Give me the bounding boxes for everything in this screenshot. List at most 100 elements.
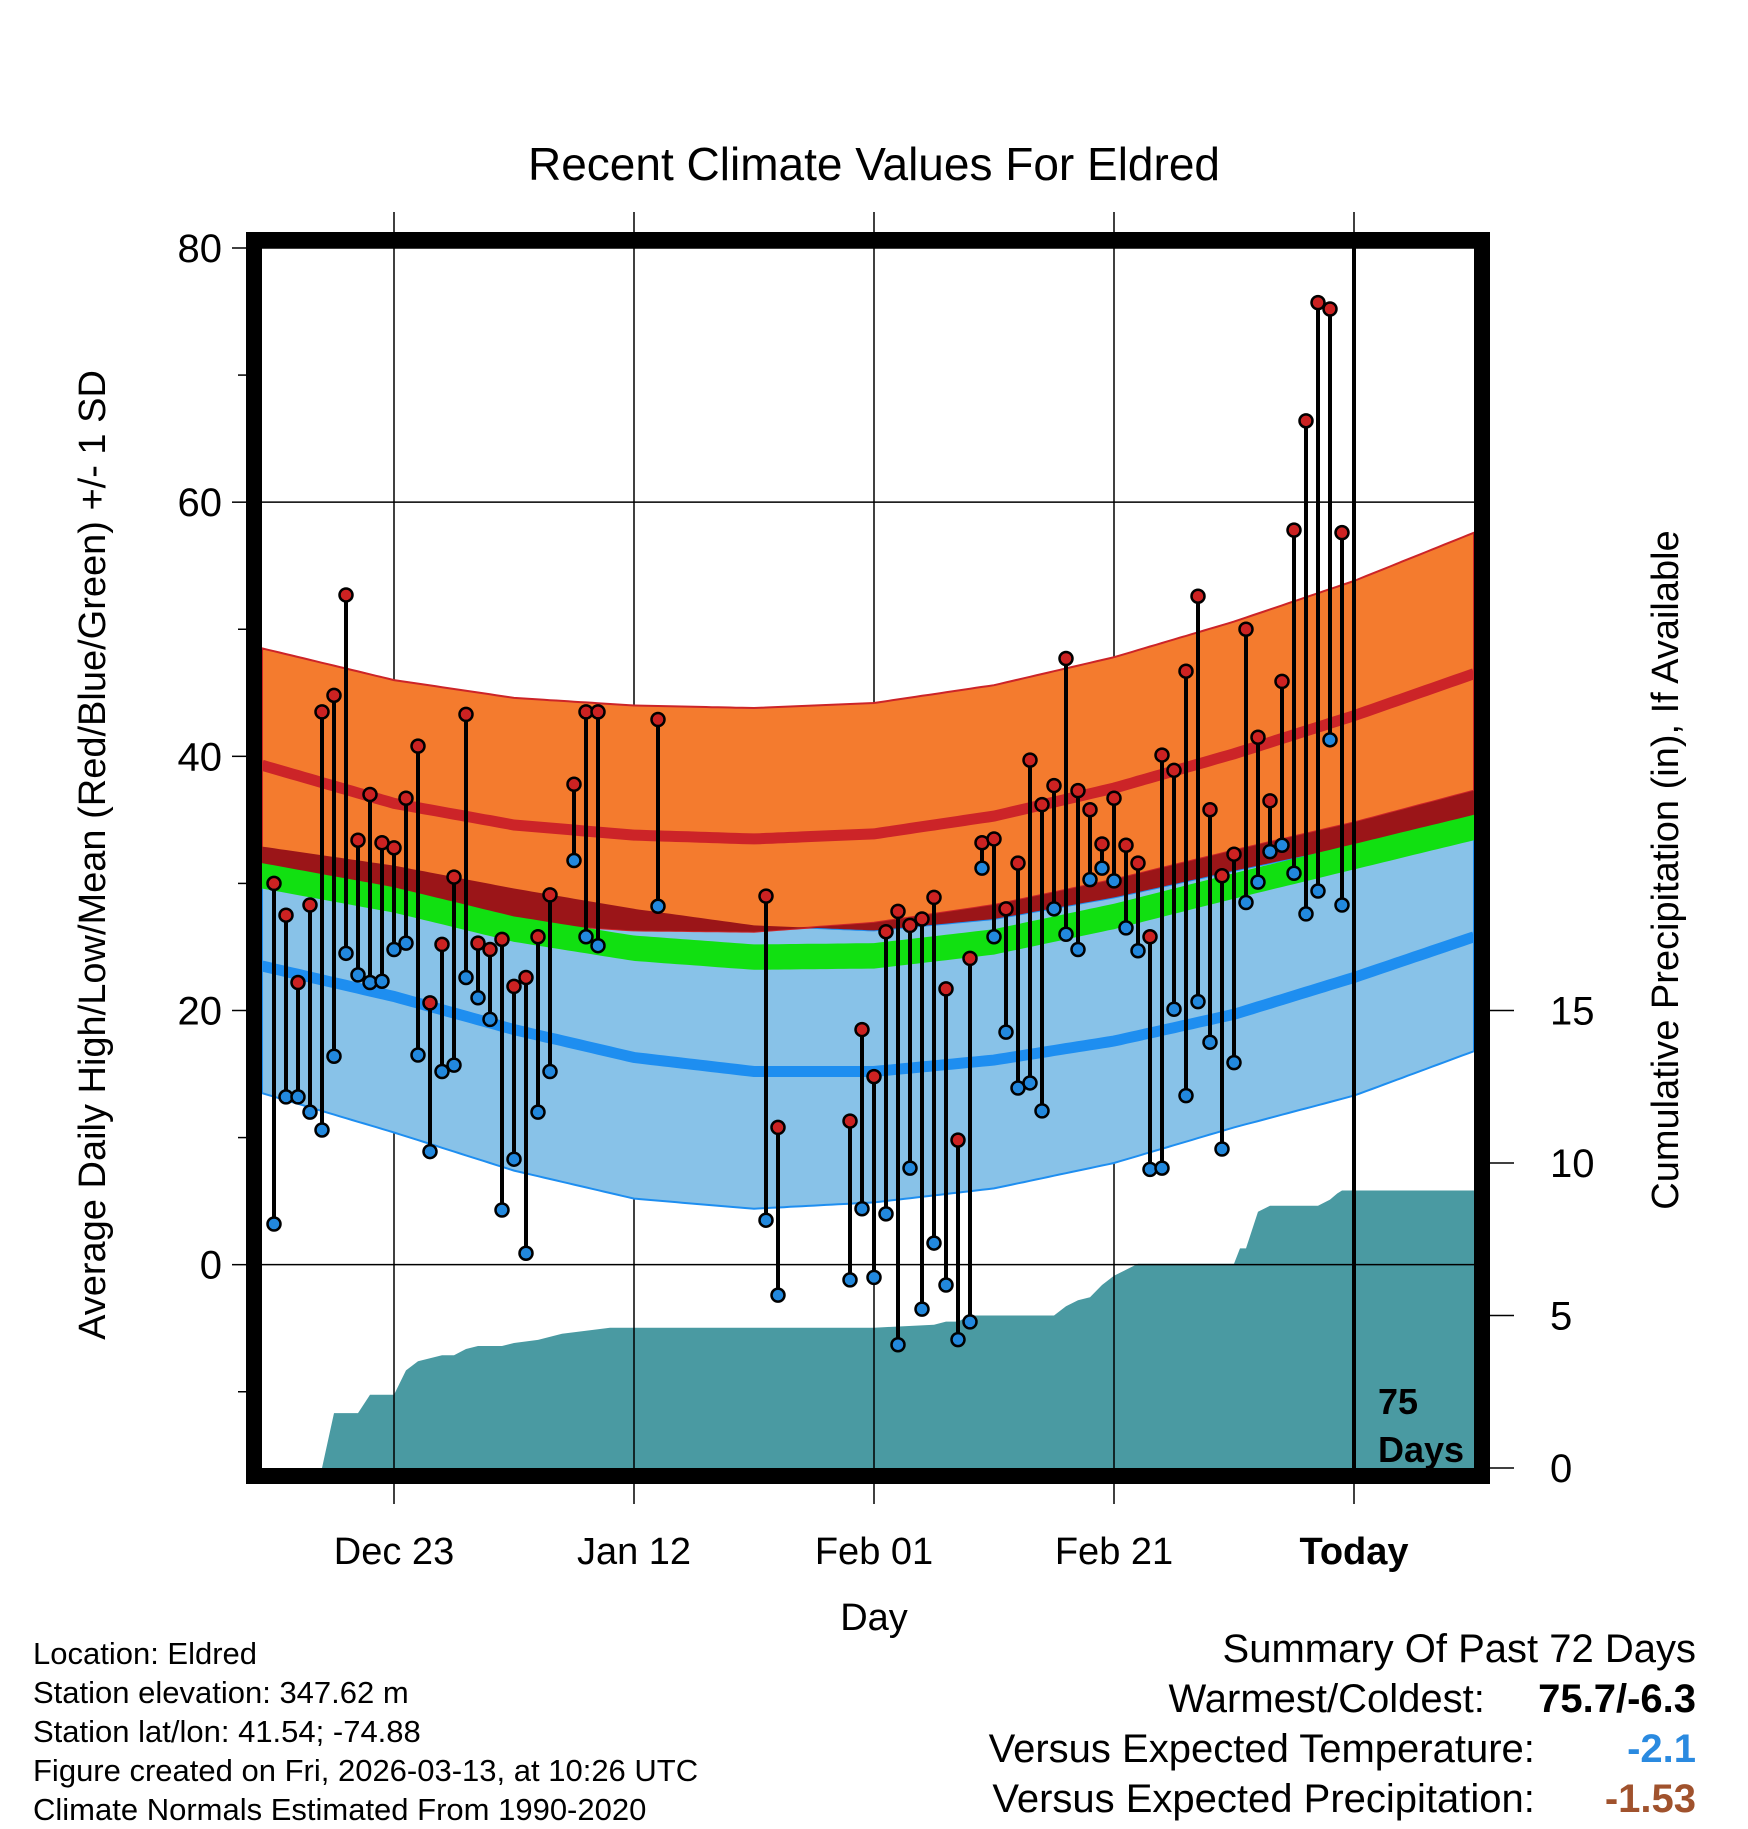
high-point [1178, 663, 1194, 679]
low-point [1274, 837, 1290, 854]
high-point [278, 907, 294, 923]
low-point [1286, 865, 1302, 881]
low-point [374, 973, 390, 990]
low-point [1058, 926, 1074, 942]
low-point [494, 1202, 510, 1218]
low-point [1262, 843, 1278, 860]
low-point [1238, 894, 1254, 911]
chart-title: Recent Climate Values For Eldred [528, 138, 1220, 190]
high-point [1118, 837, 1134, 854]
high-point [854, 1021, 870, 1038]
low-point [962, 1314, 978, 1330]
low-point [1034, 1103, 1050, 1119]
high-point [458, 706, 474, 723]
low-point [1250, 874, 1266, 890]
low-point [650, 898, 666, 915]
x-tick-label: Dec 23 [334, 1531, 454, 1573]
high-point [566, 776, 582, 793]
low-point [1190, 993, 1206, 1010]
low-point [1226, 1054, 1242, 1071]
low-point [482, 1011, 498, 1028]
plot-area [260, 247, 1476, 1468]
low-point [1202, 1034, 1218, 1051]
y-tick-label: 80 [178, 227, 223, 271]
high-point [950, 1132, 966, 1148]
high-point [1094, 836, 1110, 852]
low-point [398, 935, 414, 951]
summary-title: Summary Of Past 72 Days [1222, 1627, 1696, 1671]
high-point [1298, 413, 1314, 429]
high-point [1154, 747, 1170, 763]
summary-panel: Summary Of Past 72 Days Warmest/Coldest:… [989, 1624, 1696, 1824]
high-point [986, 831, 1002, 847]
y2-tick-label: 5 [1550, 1295, 1572, 1339]
low-point [290, 1089, 306, 1105]
high-point [962, 950, 978, 967]
location-text: Location: Eldred [33, 1636, 258, 1671]
high-point [446, 869, 462, 885]
low-point [758, 1212, 774, 1228]
y-tick-label: 0 [200, 1244, 222, 1288]
low-point [926, 1235, 942, 1251]
temp-row: Versus Expected Temperature: -2.1 [989, 1724, 1696, 1774]
low-point [302, 1104, 318, 1120]
high-point [542, 887, 558, 903]
low-normal-line [260, 931, 1476, 1077]
low-point [470, 990, 486, 1006]
high-point [530, 929, 546, 945]
low-point [338, 945, 354, 962]
x-tick-label: Today [1299, 1531, 1408, 1573]
x-tick-label: Feb 21 [1055, 1531, 1173, 1573]
high-point [482, 941, 498, 958]
low-point [434, 1063, 450, 1080]
low-point [1070, 941, 1086, 958]
high-point [890, 903, 906, 920]
x-tick-label: Jan 12 [577, 1531, 691, 1573]
high-point [1274, 673, 1290, 690]
low-point [1094, 860, 1110, 876]
high-point [1310, 294, 1326, 311]
high-point [290, 974, 306, 991]
precip-label: Versus Expected Precipitation: [992, 1777, 1535, 1821]
high-point [1262, 793, 1278, 809]
low-point [986, 929, 1002, 945]
precip-value: -1.53 [1604, 1777, 1696, 1821]
high-point [350, 832, 366, 848]
high-point [650, 711, 666, 728]
low-point [446, 1057, 462, 1073]
low-point [1082, 871, 1098, 888]
high-point [590, 704, 606, 720]
high-point [386, 840, 402, 856]
warmest-value: 75.7/-6.3 [1538, 1677, 1696, 1721]
axes: 0 20 40 60 80 0 5 10 15 Dec 23 Jan 12 Feb 01 Feb 21 T… [178, 212, 1595, 1573]
temp-value: -2.1 [1627, 1727, 1696, 1771]
high-point [914, 911, 930, 927]
high-point [758, 888, 774, 904]
high-point [398, 790, 414, 807]
high-point [506, 978, 522, 995]
low-point [878, 1206, 894, 1222]
low-point [518, 1245, 534, 1261]
high-point [1238, 621, 1254, 637]
low-point [410, 1047, 426, 1063]
y2-tick-label: 10 [1550, 1142, 1595, 1186]
low-point [542, 1063, 558, 1080]
high-point [338, 587, 354, 603]
normals-text: Climate Normals Estimated From 1990-2020 [33, 1792, 647, 1827]
low-point [458, 969, 474, 986]
high-point [998, 901, 1014, 917]
x-axis-label: Day [840, 1597, 908, 1639]
y-axis-label: Average Daily High/Low/Mean (Red/Blue/Gr… [72, 370, 114, 1340]
low-point [854, 1201, 870, 1217]
high-point [902, 917, 918, 934]
high-point [302, 897, 318, 913]
y-tick-label: 40 [178, 735, 223, 779]
high-point [1226, 846, 1242, 862]
high-point [1034, 796, 1050, 813]
low-point [566, 852, 582, 869]
high-point [1322, 301, 1338, 317]
low-point [350, 967, 366, 983]
high-point [926, 889, 942, 906]
high-point [878, 923, 894, 940]
